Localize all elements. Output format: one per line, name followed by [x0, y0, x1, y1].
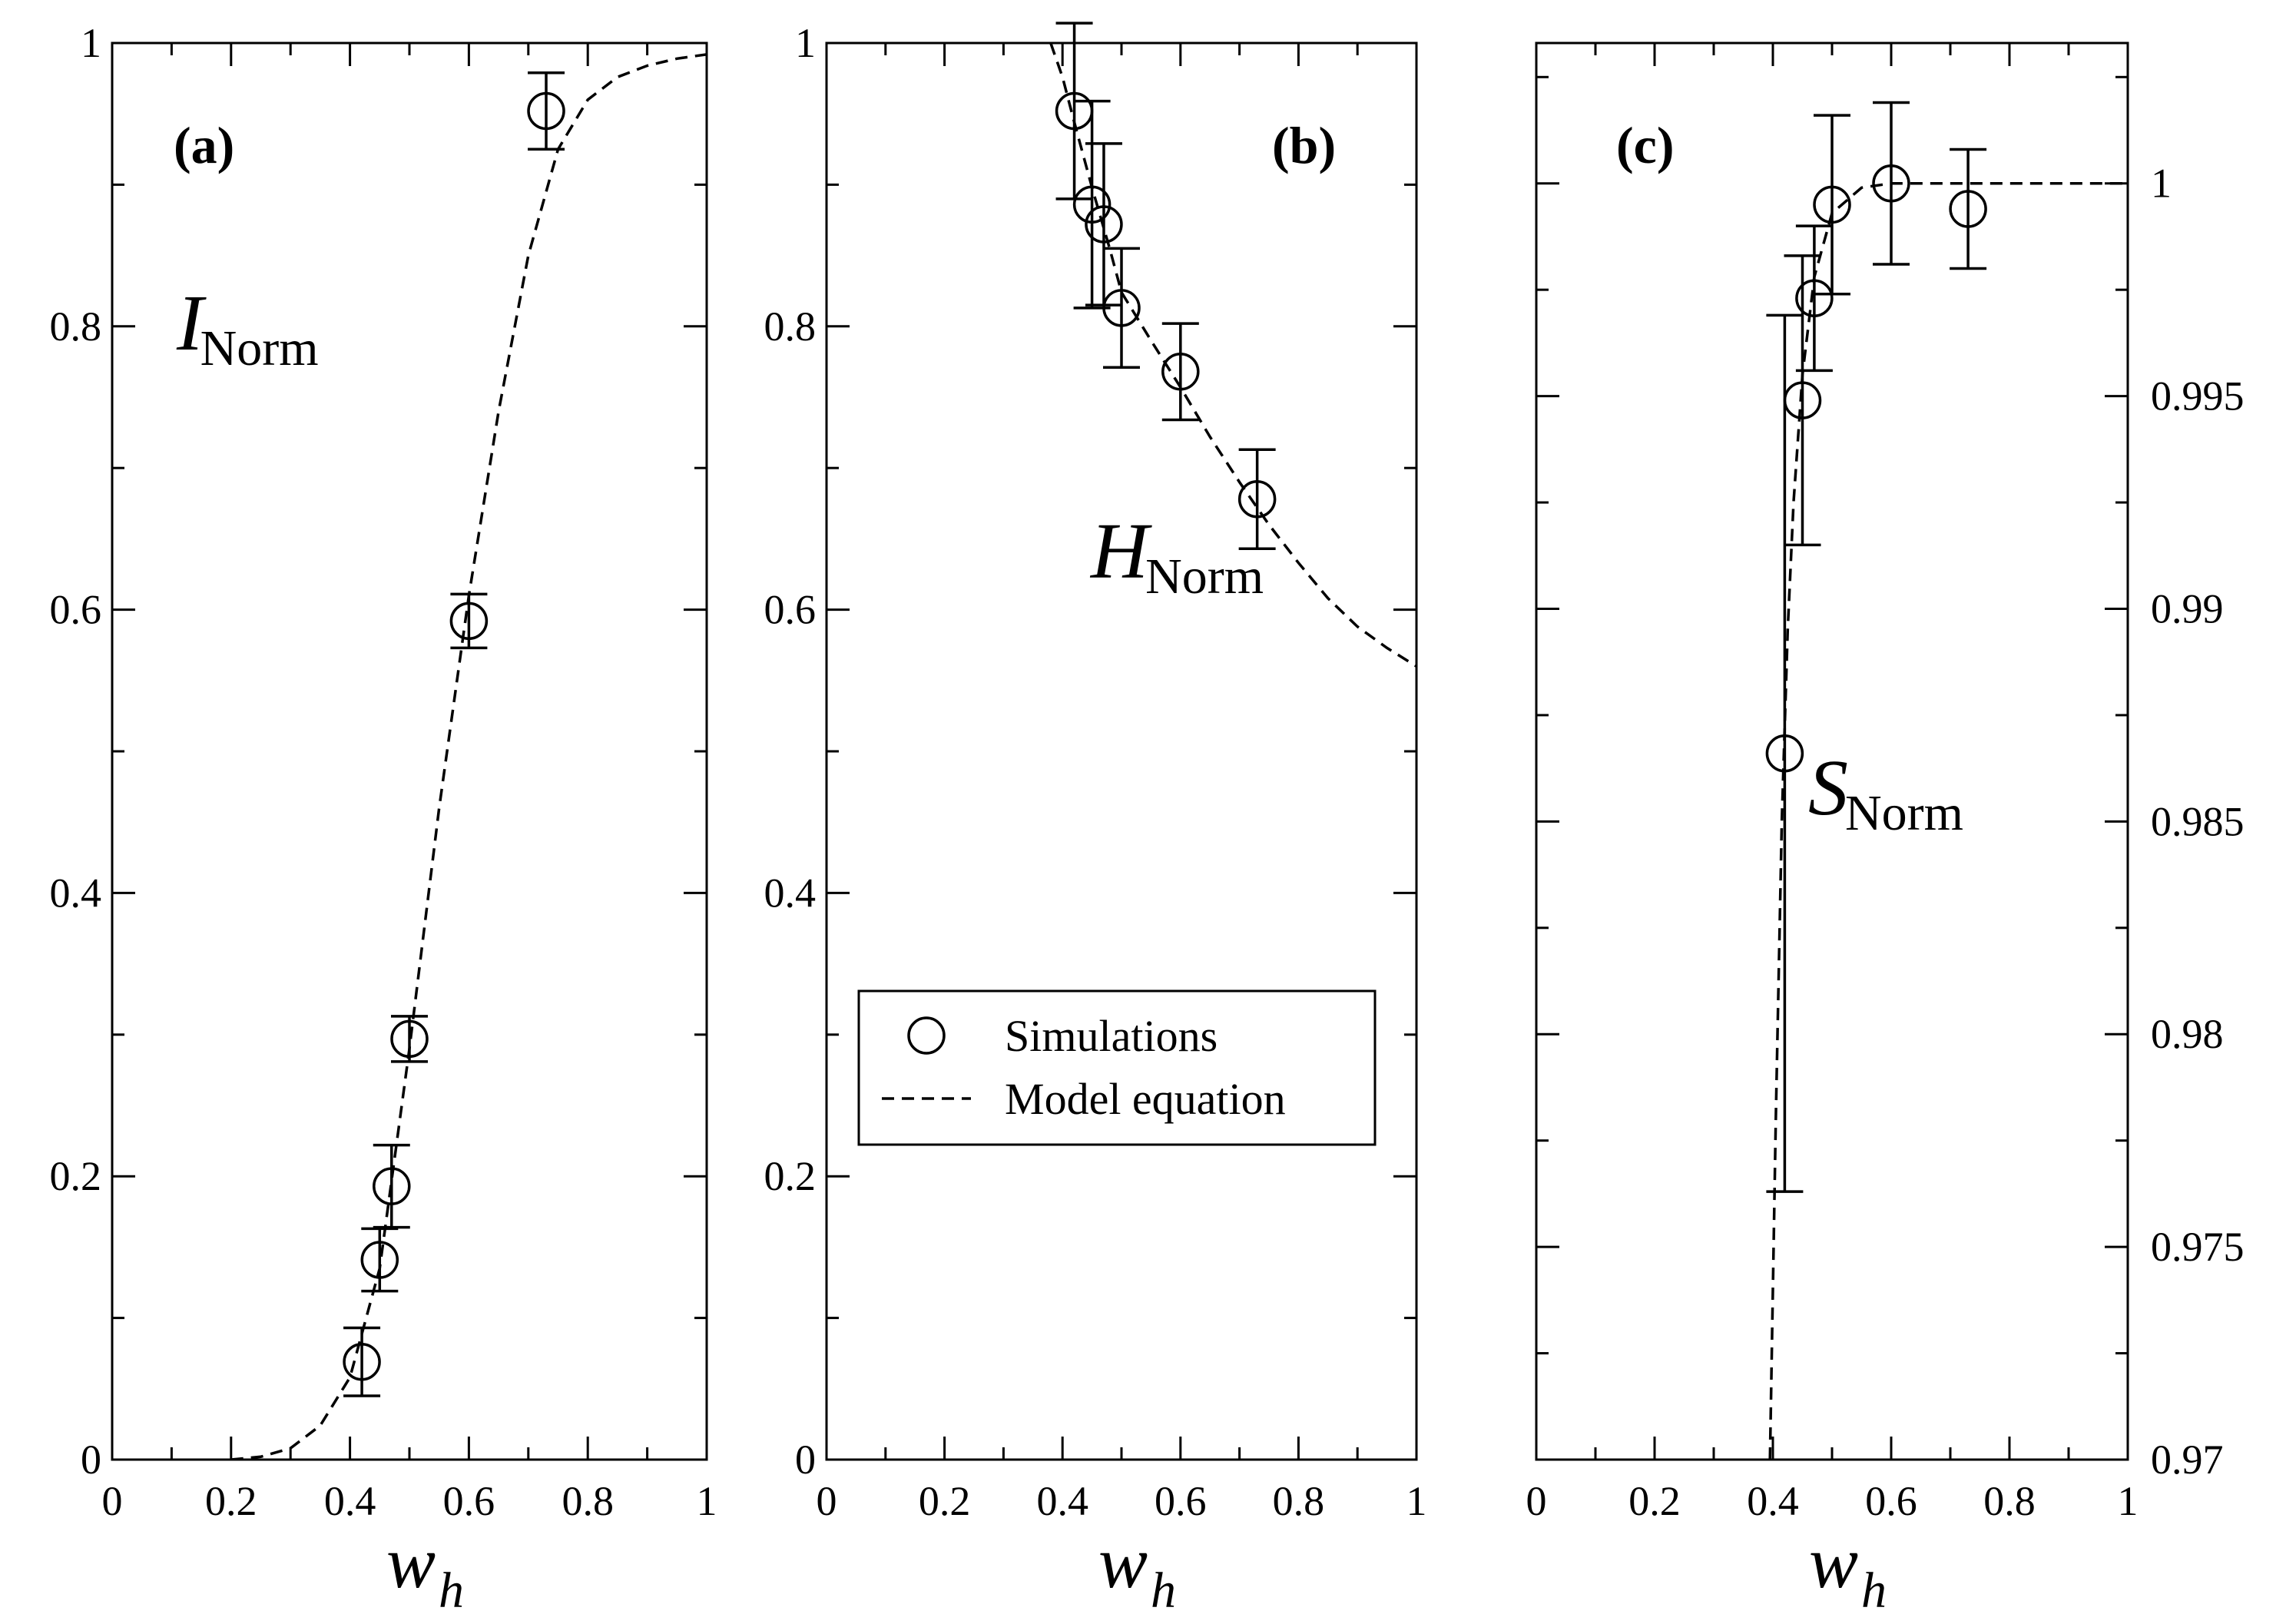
- x-tick-label: 0.6: [1865, 1478, 1917, 1524]
- y-tick-label: 0.975: [2151, 1224, 2245, 1270]
- simulation-point: [1237, 480, 1277, 519]
- x-axis-label: wh: [1098, 1521, 1176, 1619]
- series-label: SNorm: [1808, 744, 1963, 841]
- y-tick-label: 1: [2151, 161, 2172, 207]
- y-tick-label: 0: [81, 1437, 101, 1483]
- plot-frame: [111, 41, 708, 1461]
- x-tick-label: 1: [2118, 1478, 2139, 1524]
- series-label: INorm: [176, 279, 319, 376]
- y-tick-label: 0.6: [764, 587, 817, 633]
- model-equation-curve: [230, 53, 707, 1460]
- simulation-point: [1102, 289, 1141, 327]
- y-tick-label: 0.98: [2151, 1011, 2224, 1057]
- simulation-point: [1783, 381, 1822, 419]
- panel-label: (b): [1272, 116, 1336, 174]
- simulation-point: [1161, 353, 1200, 391]
- panel-b: 0 0.2 0.4 0.6 0.8 1 0 0.2 0.4 0.6 0.8 1 (b) HNorm wh Si…: [764, 20, 1427, 1619]
- simulation-point: [1813, 185, 1851, 224]
- x-axis-label: wh: [1809, 1521, 1887, 1619]
- simulation-point: [1872, 164, 1910, 203]
- y-tick-label: 0.8: [764, 303, 817, 350]
- x-tick-label: 0.8: [1273, 1478, 1325, 1524]
- x-tick-label: 0: [1526, 1478, 1547, 1524]
- legend: Simulations Model equation: [857, 989, 1377, 1146]
- y-tick-label: 0.995: [2151, 373, 2245, 419]
- y-tick-label: 1: [795, 20, 816, 66]
- simulation-point: [1795, 279, 1834, 318]
- legend-label-model-equation: Model equation: [1005, 1074, 1286, 1124]
- simulation-point: [527, 91, 565, 131]
- x-tick-label: 0.8: [562, 1478, 614, 1524]
- simulation-point: [1765, 734, 1804, 773]
- x-tick-label: 0.2: [1628, 1478, 1681, 1524]
- model-equation-curve: [1768, 181, 2128, 1460]
- legend-box: [857, 989, 1377, 1146]
- panel-label: (a): [174, 116, 234, 174]
- x-tick-label: 0.4: [1036, 1478, 1088, 1524]
- simulation-point: [360, 1241, 399, 1279]
- x-tick-label: 0.8: [1983, 1478, 2036, 1524]
- y-tick-label: 0.97: [2151, 1437, 2224, 1483]
- y-tick-label: 0.6: [50, 587, 102, 633]
- y-tick-label: 0.985: [2151, 798, 2245, 844]
- y-tick-label: 0.2: [764, 1153, 817, 1199]
- y-tick-label: 0.8: [50, 303, 102, 350]
- simulation-point: [1085, 205, 1123, 244]
- x-tick-label: 0.4: [324, 1478, 376, 1524]
- x-tick-label: 0.6: [1155, 1478, 1207, 1524]
- series-label: HNorm: [1089, 507, 1264, 605]
- simulation-point: [1072, 185, 1112, 224]
- x-tick-label: 1: [697, 1478, 717, 1524]
- legend-label-simulations: Simulations: [1005, 1011, 1218, 1061]
- x-tick-label: 1: [1406, 1478, 1427, 1524]
- simulation-point: [449, 602, 489, 641]
- panel-c: 0 0.2 0.4 0.6 0.8 1 0.97 0.975 0.98 0.985 0.99 0.99…: [1526, 41, 2245, 1619]
- y-tick-label: 0: [795, 1437, 816, 1483]
- panel-a: 0 0.2 0.4 0.6 0.8 1 0 0.2 0.4 0.6 0.8 1 (a) INorm wh: [50, 20, 717, 1619]
- y-tick-label: 1: [81, 20, 101, 66]
- x-tick-label: 0.2: [205, 1478, 257, 1524]
- simulation-point: [390, 1019, 429, 1059]
- x-tick-label: 0.6: [443, 1478, 495, 1524]
- model-equation-curve: [1049, 43, 1416, 668]
- simulation-point: [1949, 190, 1987, 228]
- y-tick-label: 0.99: [2151, 585, 2224, 631]
- y-tick-label: 0.4: [50, 870, 102, 916]
- x-axis-label: wh: [386, 1521, 464, 1619]
- x-tick-label: 0.4: [1747, 1478, 1799, 1524]
- x-tick-label: 0: [817, 1478, 837, 1524]
- simulation-point: [343, 1343, 381, 1381]
- legend-marker-circle: [907, 1016, 946, 1055]
- panel-label: (c): [1616, 116, 1674, 174]
- simulation-point: [373, 1167, 411, 1205]
- y-tick-label: 0.2: [50, 1153, 102, 1199]
- x-tick-label: 0: [102, 1478, 123, 1524]
- x-tick-label: 0.2: [919, 1478, 971, 1524]
- y-tick-label: 0.4: [764, 870, 817, 916]
